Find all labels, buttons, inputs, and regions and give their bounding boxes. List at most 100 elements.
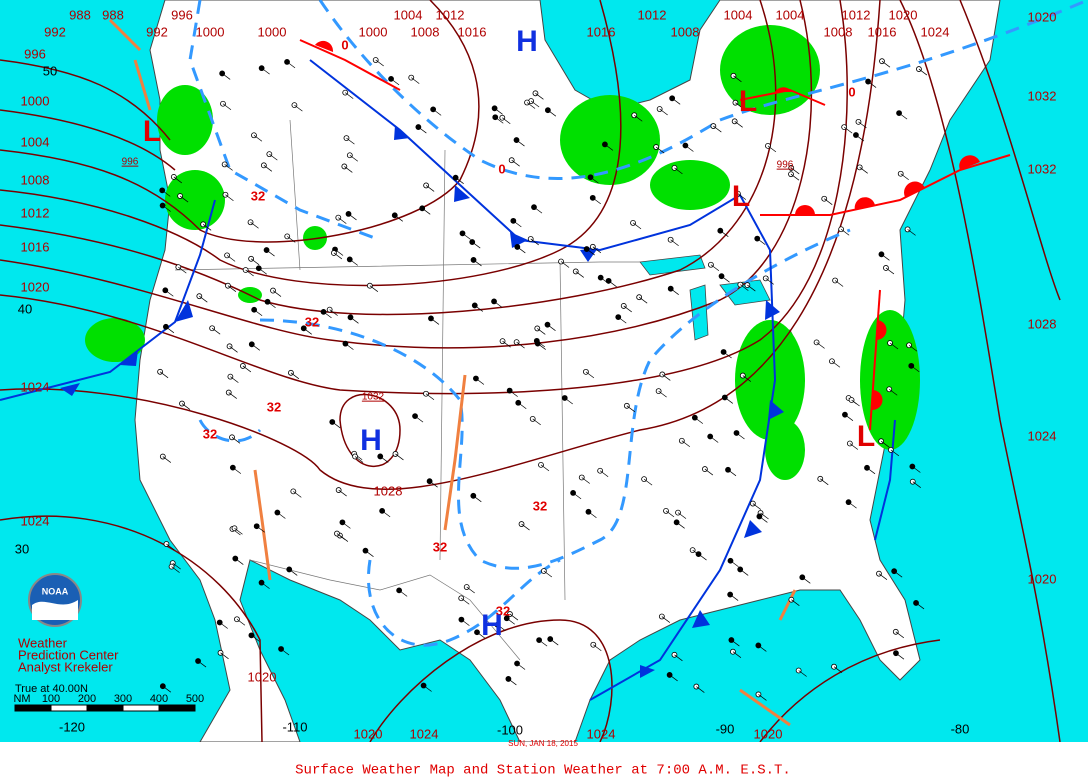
longitude-label: -100: [497, 722, 523, 737]
station-barb: [866, 467, 876, 475]
station: [251, 306, 258, 313]
station-barb: [199, 295, 208, 303]
station-barb: [900, 173, 909, 181]
station-barb: [267, 301, 276, 309]
station-barb: [461, 619, 470, 626]
station-barb: [855, 134, 865, 142]
scale-tick-label: 200: [78, 693, 96, 705]
isobar: [0, 0, 622, 287]
station-barb: [681, 440, 691, 448]
low-center: L: [732, 180, 750, 213]
station-barb: [230, 376, 239, 383]
station-barb: [242, 365, 252, 373]
station-barb: [547, 324, 556, 331]
station-barb: [893, 570, 903, 578]
station-barb: [346, 137, 355, 145]
station-barb: [511, 159, 520, 167]
isobar-label: 1024: [21, 513, 50, 528]
station-barb: [747, 284, 756, 292]
station-barb: [197, 660, 207, 668]
station-barb: [236, 618, 246, 626]
station-barb: [724, 397, 734, 404]
station-barb: [250, 258, 260, 266]
station-barb: [398, 590, 408, 597]
station-barb: [516, 341, 525, 349]
isobar-label: 1012: [638, 7, 667, 22]
station-barb: [765, 278, 774, 285]
station-barb: [543, 570, 553, 578]
station-barb: [473, 495, 482, 503]
station-barb: [731, 639, 740, 647]
station-barb: [626, 405, 636, 413]
station-barb: [599, 470, 609, 478]
station-barb: [394, 215, 403, 222]
station-barb: [159, 371, 169, 379]
station-barb: [172, 562, 181, 570]
scale-segment: [86, 704, 124, 712]
station-barb: [365, 550, 374, 557]
station-barb: [345, 92, 354, 99]
border: [289, 119, 566, 601]
isobar: [0, 0, 813, 349]
isobar-label: 1008: [671, 24, 700, 39]
station-barb: [670, 239, 679, 247]
trough: [253, 469, 272, 581]
station-barb: [345, 343, 354, 350]
isobar-label: 1020: [1028, 9, 1057, 24]
station-barb: [253, 134, 263, 142]
isobar-label: 1016: [458, 24, 487, 39]
station-barb: [840, 228, 850, 236]
station-barb: [704, 468, 714, 476]
station-barb: [918, 68, 928, 76]
station-barb: [329, 309, 338, 316]
station-barb: [713, 125, 722, 133]
station-barb: [798, 670, 807, 677]
station-barb: [466, 586, 475, 594]
station-barb: [732, 651, 742, 658]
station-barb: [414, 415, 424, 423]
station-barb: [550, 638, 559, 646]
station-barb: [802, 577, 811, 584]
station-barb: [643, 478, 653, 486]
station-barb: [895, 631, 904, 639]
station-barb: [710, 264, 720, 272]
station-barb: [390, 78, 400, 86]
station-barb: [220, 652, 229, 660]
scale-caption: True at 40.00N: [15, 683, 88, 695]
station-barb: [694, 417, 704, 424]
station-barb: [898, 112, 908, 120]
station-barb: [912, 481, 921, 488]
station-barb: [564, 397, 573, 405]
station-barb: [885, 267, 895, 275]
station-barb: [289, 569, 298, 576]
station-barb: [222, 103, 232, 111]
station-barb: [354, 456, 364, 463]
station-barb: [173, 176, 183, 184]
high-center: H: [481, 609, 503, 642]
station-barb: [277, 512, 286, 519]
isobar-label: 1008: [411, 24, 440, 39]
station-barb: [432, 109, 442, 116]
station-barb: [202, 224, 212, 231]
scale-tick-label: 500: [186, 693, 204, 705]
isobar: [0, 0, 777, 316]
station-barb: [912, 466, 921, 473]
station-barb: [908, 344, 918, 352]
isobar-label: 1024: [587, 726, 616, 741]
station-barb: [709, 436, 719, 443]
station-barb: [506, 617, 515, 625]
station-barb: [739, 569, 749, 576]
station-barb: [907, 229, 916, 236]
freezing-label: 32: [203, 426, 217, 441]
station-barb: [790, 173, 800, 181]
station-barb: [791, 599, 800, 606]
station-barb: [430, 318, 440, 325]
station-barb: [211, 327, 221, 335]
station-barb: [338, 217, 347, 224]
station-barb: [740, 284, 749, 291]
scale-tick-label: 100: [42, 693, 60, 705]
station-barb: [336, 533, 346, 540]
station-barb: [730, 560, 739, 568]
station-barb: [425, 185, 435, 192]
